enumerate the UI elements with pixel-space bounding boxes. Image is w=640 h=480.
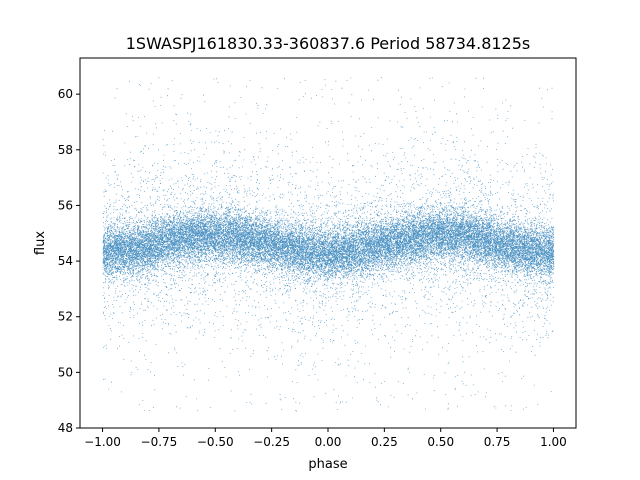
x-tick-label: 0.50: [427, 435, 454, 449]
x-axis-label: phase: [308, 457, 347, 472]
x-tick-label: 0.00: [315, 435, 342, 449]
y-tick-label: 60: [58, 87, 73, 101]
flux-data-points: [102, 77, 555, 412]
y-axis-ticks: 48 50 52 54 56 58 60: [58, 87, 80, 435]
y-axis-label: flux: [33, 231, 48, 255]
x-tick-label: −0.25: [253, 435, 290, 449]
y-tick-label: 54: [58, 254, 73, 268]
y-tick-label: 56: [58, 198, 73, 212]
x-tick-label: −0.75: [141, 435, 178, 449]
y-tick-label: 58: [58, 143, 73, 157]
chart-title: 1SWASPJ161830.33-360837.6 Period 58734.8…: [126, 34, 531, 53]
x-tick-label: −0.50: [197, 435, 234, 449]
scatter-points: [102, 77, 555, 412]
x-tick-label: 0.25: [371, 435, 398, 449]
x-tick-label: 0.75: [484, 435, 511, 449]
y-tick-label: 50: [58, 365, 73, 379]
x-axis-ticks: −1.00 −0.75 −0.50 −0.25 0.00 0.25 0.50 0.75 1.00: [84, 428, 567, 449]
y-tick-label: 52: [58, 310, 73, 324]
x-tick-label: −1.00: [84, 435, 121, 449]
y-tick-label: 48: [58, 421, 73, 435]
x-tick-label: 1.00: [540, 435, 567, 449]
axes: −1.00 −0.75 −0.50 −0.25 0.00 0.25 0.50 0.75 1.00…: [58, 57, 577, 449]
